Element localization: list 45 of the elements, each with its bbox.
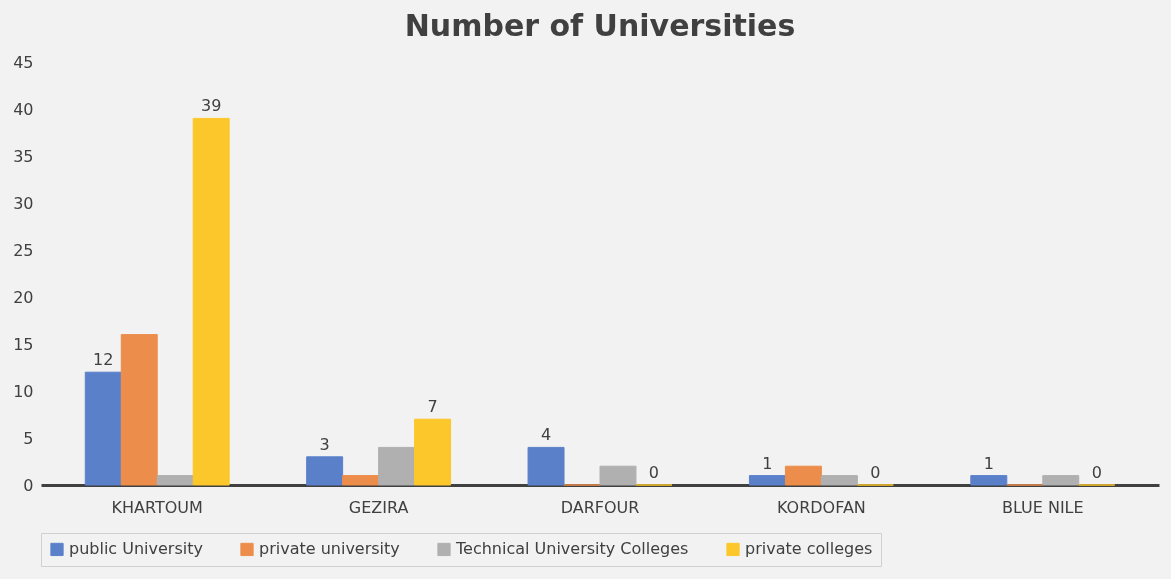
y-tick-label: 10 <box>13 381 34 401</box>
data-label: 0 <box>870 463 881 482</box>
bar <box>378 446 416 486</box>
bar <box>306 456 344 486</box>
y-tick-label: 20 <box>13 287 34 307</box>
bar <box>748 475 786 486</box>
y-tick-label: 45 <box>13 52 34 72</box>
legend-label: Technical University Colleges <box>455 539 689 559</box>
bar <box>84 371 122 486</box>
data-label: 3 <box>319 434 330 454</box>
legend-label: private university <box>259 539 400 559</box>
x-tick-label: KORDOFAN <box>776 497 866 517</box>
bar <box>120 334 158 486</box>
y-tick-label: 40 <box>13 99 34 119</box>
x-tick-label: KHARTOUM <box>111 497 203 517</box>
y-tick-label: 30 <box>13 193 34 213</box>
y-tick-label: 35 <box>13 146 34 166</box>
bar <box>1042 475 1080 486</box>
bar <box>527 446 565 486</box>
legend-label: public University <box>69 539 203 559</box>
bar <box>970 475 1008 486</box>
data-label: 39 <box>201 96 222 116</box>
legend-label: private colleges <box>745 539 873 559</box>
y-tick-label: 25 <box>13 240 34 260</box>
bar <box>599 465 637 486</box>
data-label: 4 <box>540 425 552 445</box>
x-tick-label: GEZIRA <box>348 497 409 517</box>
bar <box>192 117 230 486</box>
x-tick-label: BLUE NILE <box>1001 497 1084 517</box>
data-label: 7 <box>427 397 438 417</box>
data-label: 1 <box>762 453 773 473</box>
data-label: 1 <box>983 453 994 473</box>
y-tick-label: 0 <box>23 475 34 495</box>
y-tick-label: 5 <box>23 428 34 448</box>
chart-title: Number of Universities <box>404 8 796 43</box>
x-tick-label: DARFOUR <box>560 497 640 517</box>
bar <box>342 475 380 486</box>
bar <box>820 475 858 486</box>
data-label: 0 <box>1091 463 1102 482</box>
data-label: 12 <box>93 350 114 370</box>
bar <box>156 475 194 486</box>
bar <box>784 465 822 486</box>
data-label: 0 <box>648 463 660 482</box>
y-tick-label: 15 <box>13 334 34 354</box>
bar <box>414 418 452 486</box>
